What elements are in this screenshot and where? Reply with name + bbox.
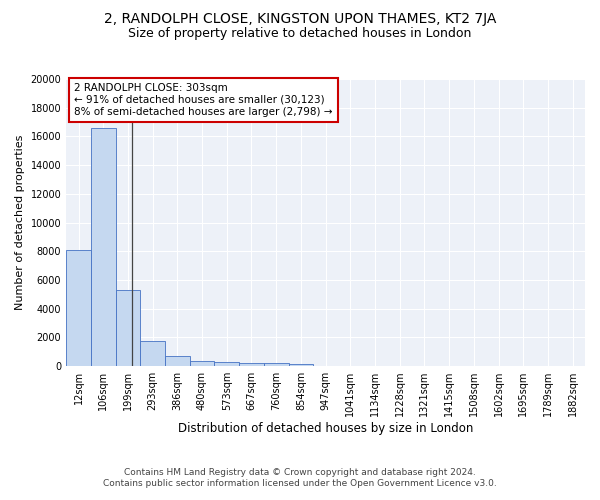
Bar bbox=[140, 341, 165, 366]
Text: Size of property relative to detached houses in London: Size of property relative to detached ho… bbox=[128, 28, 472, 40]
Bar bbox=[190, 361, 214, 366]
X-axis label: Distribution of detached houses by size in London: Distribution of detached houses by size … bbox=[178, 422, 473, 435]
Y-axis label: Number of detached properties: Number of detached properties bbox=[15, 135, 25, 310]
Bar bbox=[239, 363, 264, 366]
Bar bbox=[66, 250, 91, 366]
Bar bbox=[91, 128, 116, 366]
Text: 2, RANDOLPH CLOSE, KINGSTON UPON THAMES, KT2 7JA: 2, RANDOLPH CLOSE, KINGSTON UPON THAMES,… bbox=[104, 12, 496, 26]
Bar bbox=[264, 364, 289, 366]
Text: 2 RANDOLPH CLOSE: 303sqm
← 91% of detached houses are smaller (30,123)
8% of sem: 2 RANDOLPH CLOSE: 303sqm ← 91% of detach… bbox=[74, 84, 332, 116]
Bar bbox=[289, 364, 313, 366]
Bar bbox=[116, 290, 140, 366]
Text: Contains HM Land Registry data © Crown copyright and database right 2024.
Contai: Contains HM Land Registry data © Crown c… bbox=[103, 468, 497, 487]
Bar bbox=[214, 362, 239, 366]
Bar bbox=[165, 356, 190, 366]
